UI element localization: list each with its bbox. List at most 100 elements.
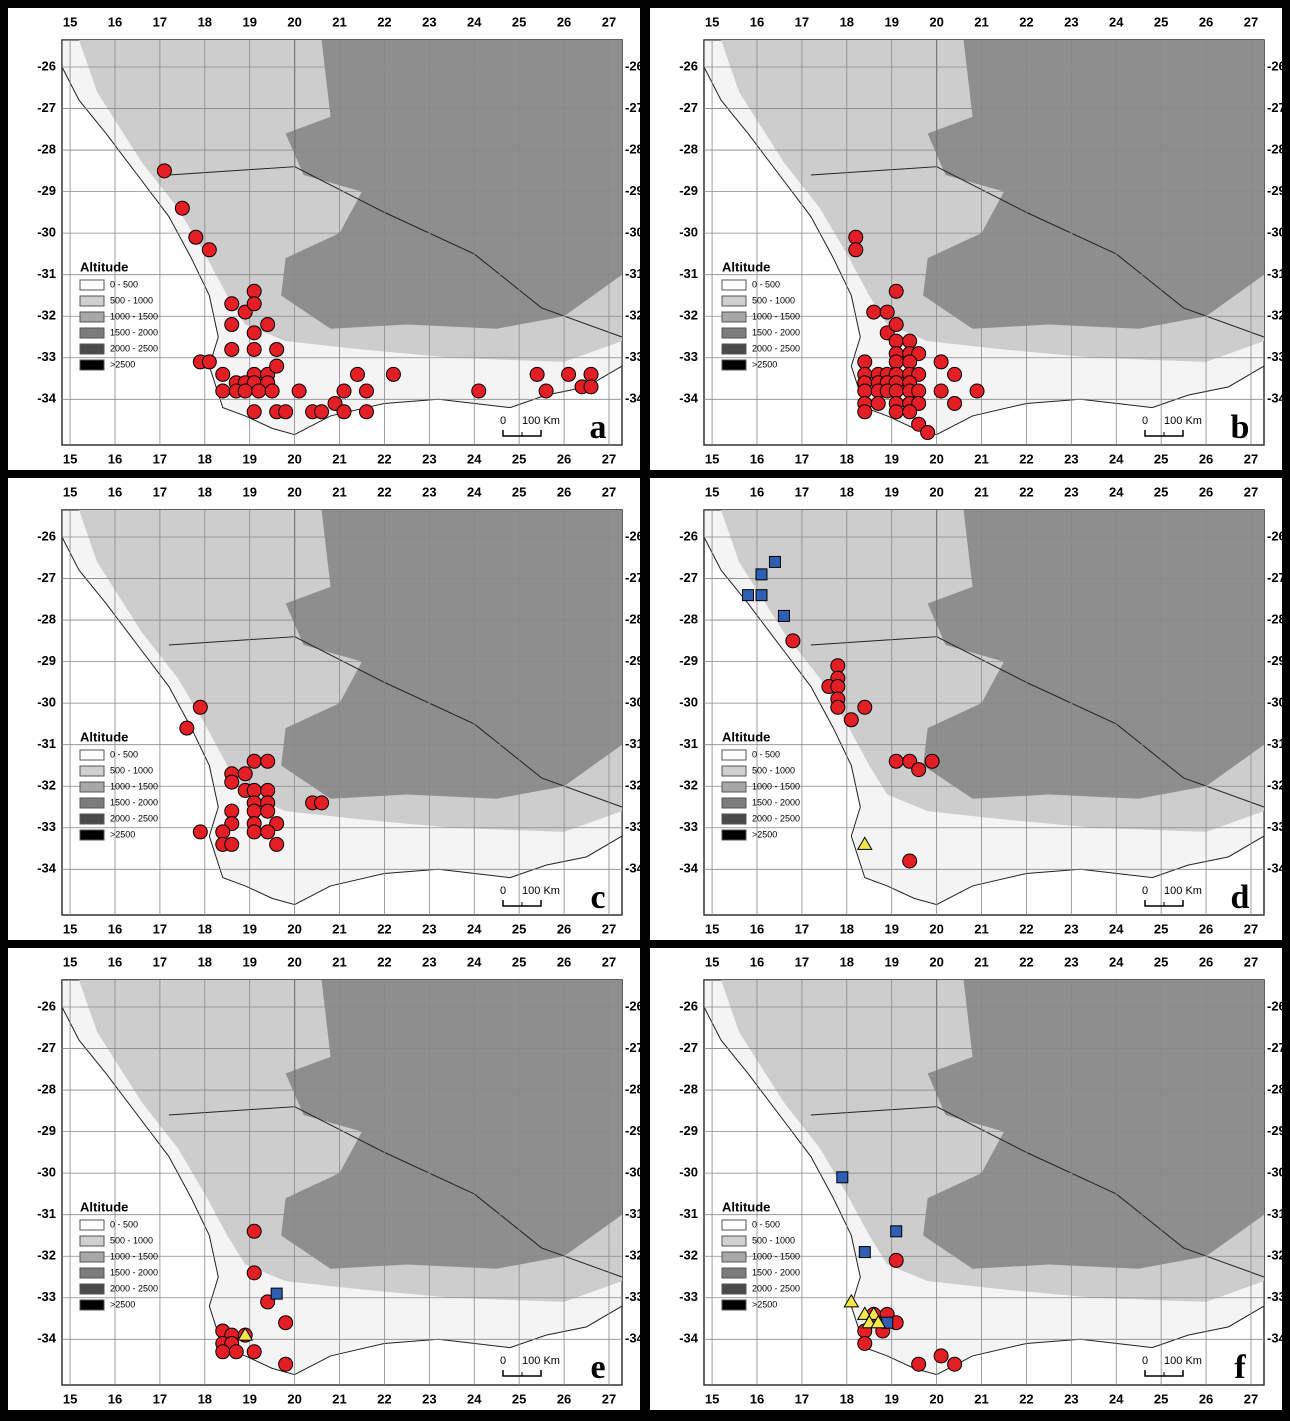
record-circle: [247, 284, 261, 298]
y-tick-label: -32: [679, 778, 698, 793]
x-tick-label: 24: [1109, 1391, 1124, 1406]
x-tick-label: 18: [840, 484, 854, 499]
legend-label: 0 - 500: [110, 749, 138, 759]
x-tick-label: 25: [512, 14, 526, 29]
x-tick-label: 21: [974, 14, 988, 29]
legend-swatch: [80, 798, 104, 808]
record-circle: [261, 804, 275, 818]
x-tick-label: 26: [1199, 921, 1213, 936]
record-circle: [889, 318, 903, 332]
y-tick-label: -30: [1267, 225, 1282, 240]
y-tick-label: -29: [1267, 1123, 1282, 1138]
x-tick-label: 17: [153, 484, 167, 499]
y-tick-label: -31: [37, 1206, 56, 1221]
legend-label: 500 - 1000: [752, 295, 795, 305]
panel-letter: c: [590, 879, 605, 916]
x-tick-label: 18: [840, 954, 854, 969]
y-tick-label: -30: [679, 1165, 698, 1180]
x-tick-label: 27: [1244, 451, 1258, 466]
legend-label: 1000 - 1500: [110, 781, 158, 791]
x-tick-label: 27: [602, 14, 616, 29]
y-tick-label: -29: [679, 1123, 698, 1138]
x-tick-label: 17: [153, 921, 167, 936]
x-tick-label: 19: [242, 921, 256, 936]
x-tick-label: 16: [750, 14, 764, 29]
y-tick-label: -28: [625, 142, 640, 157]
legend-swatch: [722, 830, 746, 840]
x-tick-label: 21: [974, 451, 988, 466]
y-tick-label: -33: [37, 819, 56, 834]
x-tick-label: 17: [795, 14, 809, 29]
legend-label: 1500 - 2000: [110, 1267, 158, 1277]
y-tick-label: -28: [37, 142, 56, 157]
x-tick-label: 20: [287, 954, 301, 969]
y-tick-label: -31: [679, 266, 698, 281]
x-tick-label: 25: [1154, 954, 1168, 969]
record-circle: [889, 1253, 903, 1267]
legend-label: 2000 - 2500: [752, 343, 800, 353]
x-tick-label: 18: [198, 14, 212, 29]
x-tick-label: 21: [332, 1391, 346, 1406]
record-circle: [216, 367, 230, 381]
x-tick-label: 27: [602, 921, 616, 936]
x-tick-label: 20: [929, 484, 943, 499]
x-tick-label: 16: [750, 484, 764, 499]
record-circle: [252, 384, 266, 398]
map-panel: 1515161617171818191920202121222223232424…: [650, 478, 1282, 940]
legend-swatch: [80, 312, 104, 322]
x-tick-label: 17: [795, 451, 809, 466]
x-tick-label: 16: [750, 451, 764, 466]
scale-label: 0: [1142, 1355, 1148, 1367]
x-tick-label: 22: [377, 921, 391, 936]
y-tick-label: -34: [679, 391, 699, 406]
x-tick-label: 18: [198, 954, 212, 969]
y-tick-label: -29: [625, 183, 640, 198]
scale-label: 100 Km: [1164, 885, 1202, 897]
x-tick-label: 23: [1064, 484, 1078, 499]
x-tick-label: 21: [332, 14, 346, 29]
x-tick-label: 22: [377, 484, 391, 499]
y-tick-label: -27: [1267, 1040, 1282, 1055]
x-tick-label: 22: [1019, 1391, 1033, 1406]
y-tick-label: -30: [625, 1165, 640, 1180]
y-tick-label: -33: [625, 819, 640, 834]
x-tick-label: 24: [467, 484, 482, 499]
x-tick-label: 27: [602, 451, 616, 466]
x-tick-label: 22: [377, 954, 391, 969]
y-tick-label: -28: [37, 612, 56, 627]
record-square: [769, 556, 780, 567]
x-tick-label: 23: [422, 451, 436, 466]
legend-swatch: [80, 1268, 104, 1278]
panel-letter: f: [1234, 1349, 1246, 1386]
x-tick-label: 21: [332, 451, 346, 466]
y-tick-label: -29: [37, 1123, 56, 1138]
legend-swatch: [722, 296, 746, 306]
record-circle: [831, 680, 845, 694]
record-circle: [247, 405, 261, 419]
x-tick-label: 15: [63, 954, 77, 969]
y-tick-label: -34: [679, 1331, 699, 1346]
record-circle: [584, 367, 598, 381]
record-circle: [562, 367, 576, 381]
scale-label: 100 Km: [1164, 415, 1202, 427]
x-tick-label: 19: [242, 1391, 256, 1406]
x-tick-label: 19: [242, 954, 256, 969]
x-tick-label: 19: [242, 484, 256, 499]
x-tick-label: 21: [974, 921, 988, 936]
legend-swatch: [722, 312, 746, 322]
legend-swatch: [722, 344, 746, 354]
legend-title: Altitude: [80, 729, 128, 744]
y-tick-label: -32: [37, 1248, 56, 1263]
legend-swatch: [722, 1268, 746, 1278]
y-tick-label: -32: [37, 778, 56, 793]
legend-title: Altitude: [722, 729, 770, 744]
record-circle: [844, 713, 858, 727]
y-tick-label: -28: [679, 1082, 698, 1097]
record-circle: [948, 396, 962, 410]
y-tick-label: -29: [1267, 653, 1282, 668]
x-tick-label: 15: [63, 921, 77, 936]
legend-swatch: [80, 1284, 104, 1294]
x-tick-label: 15: [705, 1391, 719, 1406]
y-tick-label: -33: [1267, 349, 1282, 364]
record-circle: [337, 384, 351, 398]
